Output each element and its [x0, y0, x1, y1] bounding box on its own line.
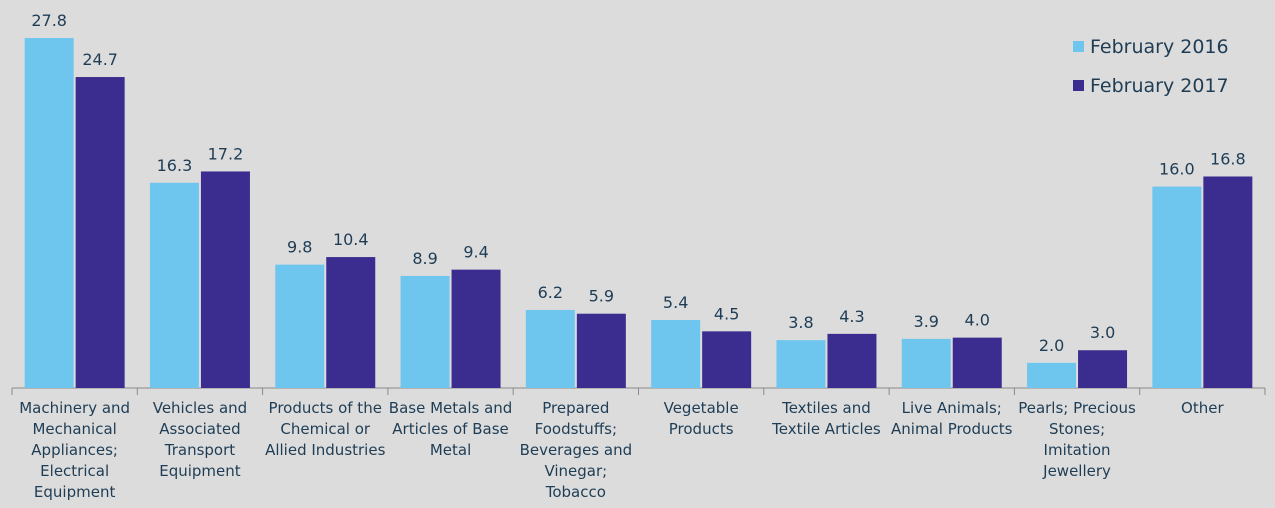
bar	[24, 38, 74, 388]
bar	[400, 275, 450, 388]
x-tick-label: Pearls; Precious Stones; Imitation Jewel…	[1018, 399, 1136, 480]
x-tick-label: Other	[1181, 399, 1224, 417]
value-label: 5.9	[589, 287, 614, 306]
bar	[776, 340, 826, 388]
bar	[149, 182, 199, 388]
bar	[651, 320, 701, 388]
value-label: 4.3	[839, 307, 864, 326]
value-label: 3.0	[1090, 323, 1115, 342]
bar	[1152, 186, 1202, 388]
value-label: 16.8	[1210, 149, 1246, 168]
bar	[200, 171, 250, 388]
bar	[326, 257, 376, 388]
value-label: 17.2	[208, 144, 244, 163]
bar	[827, 333, 877, 388]
x-tick-label: Live Animals; Animal Products	[891, 399, 1013, 438]
bar	[901, 338, 951, 388]
bar	[1078, 350, 1128, 388]
x-tick-label: Base Metals and Articles of Base Metal	[388, 399, 513, 459]
x-tick-label: Prepared Foodstuffs; Beverages and Vineg…	[519, 399, 633, 501]
x-tick-label: Vehicles and Associated Transport Equipm…	[152, 399, 248, 480]
value-label: 9.8	[287, 238, 312, 257]
value-label: 24.7	[82, 50, 118, 69]
value-label: 3.9	[914, 312, 939, 331]
bar	[952, 337, 1002, 388]
legend-swatch	[1073, 80, 1084, 91]
value-label: 27.8	[31, 11, 67, 30]
bar	[702, 331, 752, 388]
value-label: 10.4	[333, 230, 369, 249]
x-tick-label: Vegetable Products	[663, 399, 739, 438]
value-label: 2.0	[1039, 336, 1064, 355]
bar	[451, 269, 501, 388]
value-label: 4.5	[714, 304, 739, 323]
bar	[1027, 362, 1077, 388]
value-label: 3.8	[788, 313, 813, 332]
bar	[275, 264, 325, 388]
bar	[525, 309, 575, 388]
x-tick-label: Machinery and Mechanical Appliances; Ele…	[19, 399, 131, 501]
legend-label: February 2017	[1090, 75, 1229, 97]
bar	[576, 313, 626, 388]
bar	[1203, 176, 1253, 388]
value-label: 4.0	[965, 311, 990, 330]
value-label: 6.2	[538, 283, 563, 302]
value-label: 8.9	[412, 249, 437, 268]
value-label: 9.4	[463, 243, 488, 262]
value-label: 16.3	[157, 156, 193, 175]
value-label: 5.4	[663, 293, 688, 312]
legend-swatch	[1073, 41, 1084, 52]
x-tick-label: Textiles and Textile Articles	[772, 399, 881, 438]
bar	[75, 77, 125, 388]
legend-label: February 2016	[1090, 36, 1229, 58]
x-tick-label: Products of the Chemical or Allied Indus…	[265, 399, 386, 459]
value-label: 16.0	[1159, 160, 1195, 179]
